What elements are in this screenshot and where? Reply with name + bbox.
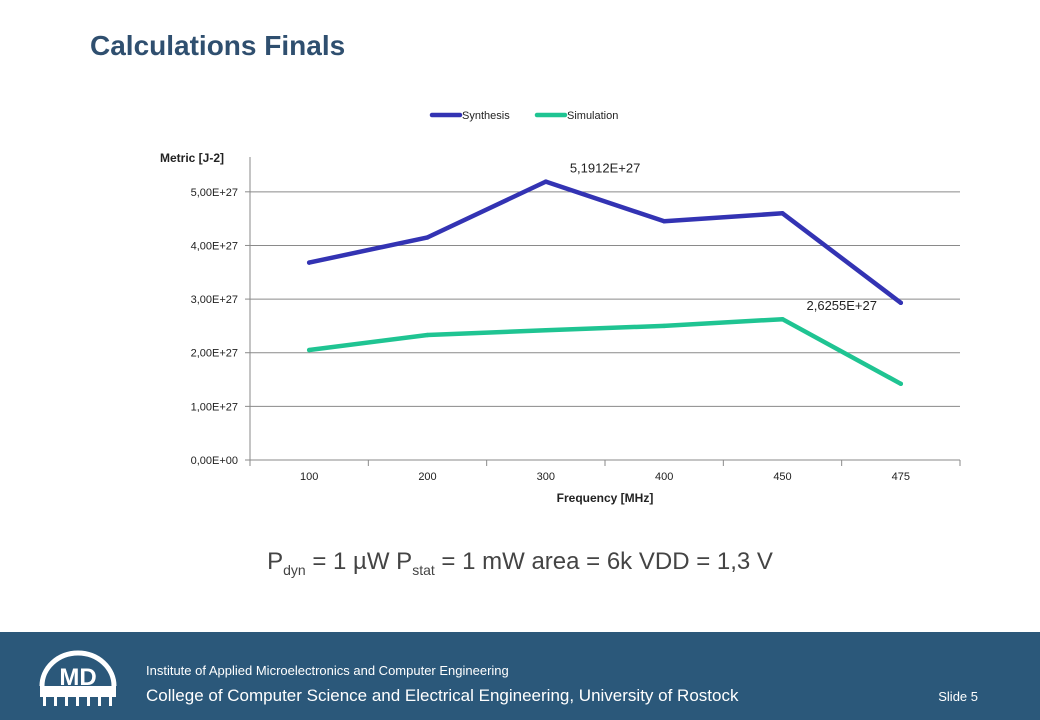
formula-p-stat: P <box>396 548 413 575</box>
legend-label: Synthesis <box>462 110 510 122</box>
data-point <box>780 316 785 322</box>
data-point <box>543 328 549 333</box>
x-tick-label: 450 <box>773 471 791 483</box>
data-label: 5,1912E+27 <box>570 161 640 176</box>
data-label: 2,6255E+27 <box>807 298 877 313</box>
data-point <box>661 219 667 224</box>
data-point <box>780 211 785 216</box>
y-tick-label: 3,00E+27 <box>191 294 238 306</box>
y-tick-label: 5,00E+27 <box>191 187 238 199</box>
y-tick-label: 1,00E+27 <box>191 401 238 413</box>
y-axis-title: Metric [J-2] <box>160 151 224 165</box>
y-tick-label: 2,00E+27 <box>191 348 238 360</box>
data-point <box>306 347 312 353</box>
data-point <box>543 179 549 184</box>
x-tick-label: 300 <box>537 471 555 483</box>
x-tick-label: 475 <box>892 471 910 483</box>
data-point <box>425 332 430 338</box>
y-tick-label: 4,00E+27 <box>191 240 238 252</box>
slide-title: Calculations Finals <box>90 30 346 61</box>
x-tick-label: 200 <box>418 471 436 483</box>
footer-bar: MD Institute of Applied Microelectronics… <box>0 632 1040 720</box>
formula-p-dyn: P <box>267 548 284 575</box>
formula-dyn-sub: dyn <box>283 561 306 578</box>
data-point <box>425 235 430 240</box>
y-tick-label: 0,00E+00 <box>191 455 238 467</box>
legend-label: Simulation <box>567 110 618 122</box>
logo-text: MD <box>59 664 96 691</box>
college-name: College of Computer Science and Electric… <box>146 686 739 705</box>
institute-name: Institute of Applied Microelectronics an… <box>146 663 509 678</box>
formula-stat-value: = 1 mW area = 6k VDD = 1,3 V <box>434 548 773 575</box>
data-point <box>661 323 667 329</box>
formula-stat-sub: stat <box>412 561 435 578</box>
series-line-synthesis <box>306 179 904 306</box>
slide-number: Slide 5 <box>938 689 978 704</box>
line-chart: 0,00E+00 1,00E+27 2,00E+27 3,00E+27 4,00E+27… <box>160 110 961 505</box>
x-tick-label: 400 <box>655 471 673 483</box>
formula-dyn-value: = 1 µW <box>305 548 397 575</box>
series-line-simulation <box>306 316 904 387</box>
x-tick-label: 100 <box>300 471 318 483</box>
data-point <box>898 300 904 306</box>
formula-text: Pdyn = 1 µW Pstat = 1 mW area = 6k VDD =… <box>0 548 1040 578</box>
md-logo: MD <box>39 650 117 706</box>
x-axis-title: Frequency [MHz] <box>557 491 654 505</box>
data-point <box>306 260 312 265</box>
data-point <box>898 381 904 387</box>
